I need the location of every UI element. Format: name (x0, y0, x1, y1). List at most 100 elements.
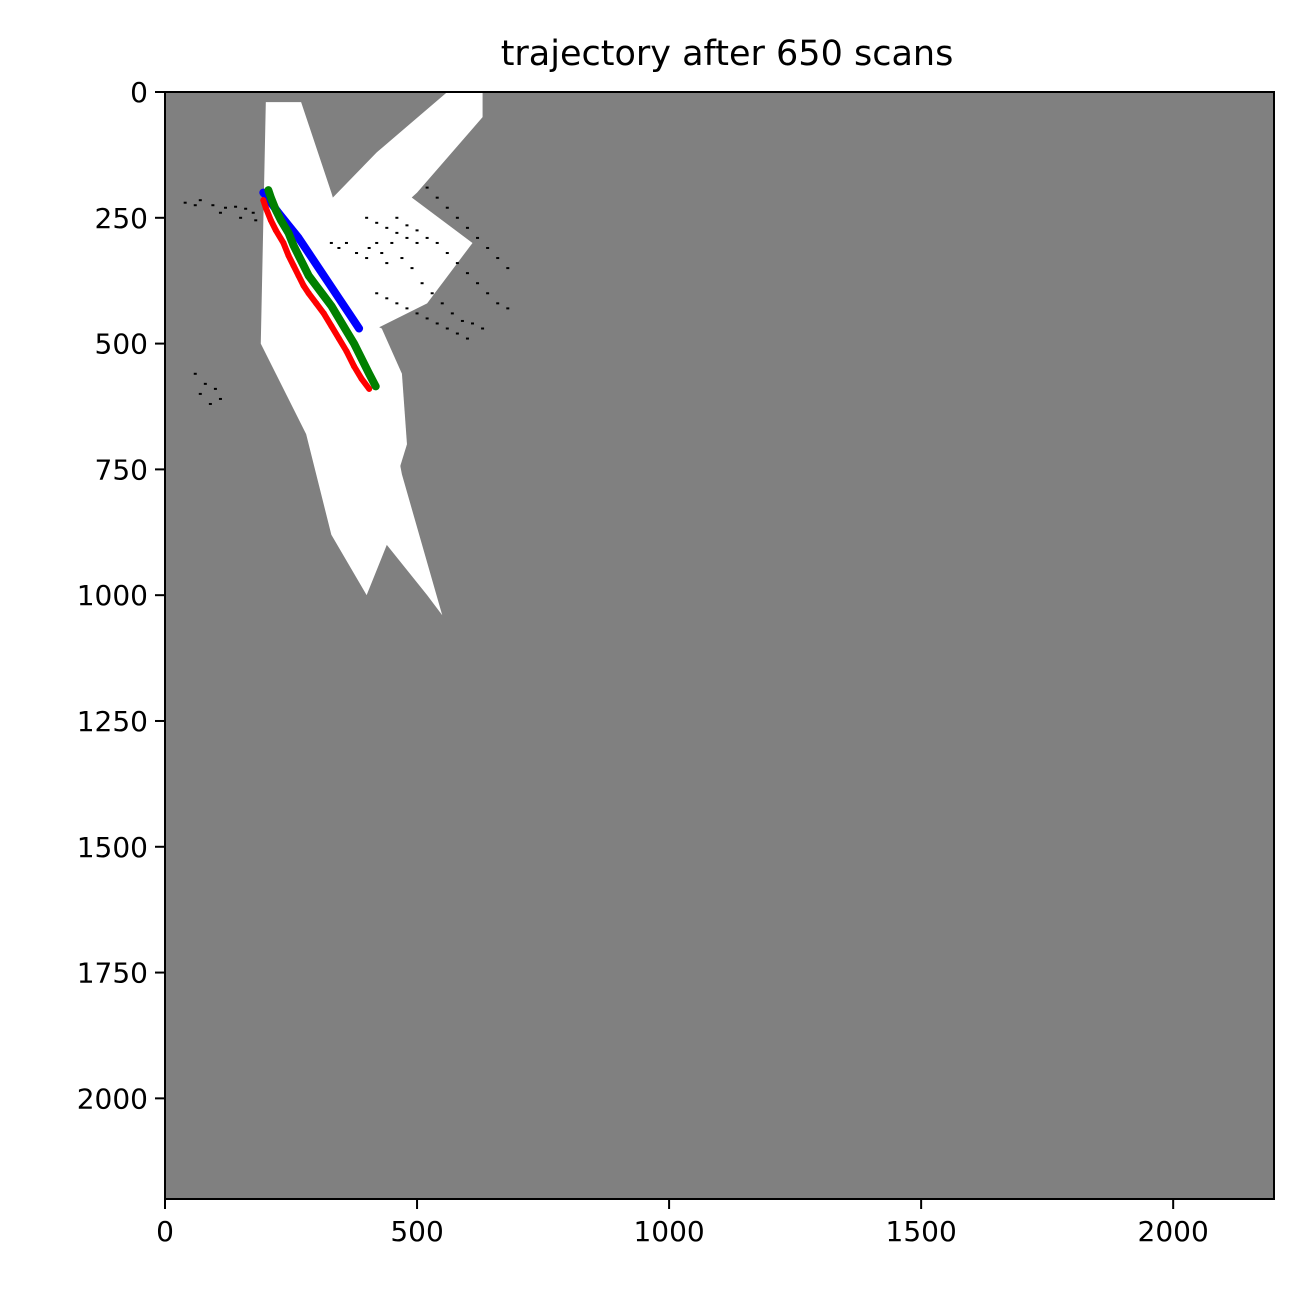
trajectory-point-green (366, 370, 373, 377)
occupied-cell (193, 204, 197, 207)
occupied-cell (367, 246, 371, 249)
occupied-cell (455, 262, 459, 265)
trajectory-point-blue (335, 295, 342, 302)
occupied-cell (375, 241, 379, 244)
occupied-cell (355, 252, 359, 255)
trajectory-point-blue (345, 310, 352, 317)
trajectory-point-red (366, 385, 373, 392)
occupied-cell (223, 206, 227, 209)
y-axis: 0 250 500 750 1000 1250 1500 1750 2000 (77, 76, 165, 1115)
occupied-cell (496, 257, 500, 260)
occupied-cell (506, 307, 510, 310)
plot-frame (164, 91, 1275, 1200)
occupied-cell (385, 297, 389, 300)
trajectory-point-red (335, 335, 342, 342)
x-tick-label: 0 (156, 1215, 174, 1248)
occupied-cell (445, 327, 449, 330)
occupied-cell (365, 257, 369, 260)
y-tick-label: 1250 (77, 705, 148, 738)
trajectory-point-blue (356, 325, 363, 332)
occupied-cell (380, 252, 384, 255)
occupied-cell (244, 207, 248, 210)
occupied-cell (390, 241, 394, 244)
trajectory-point-green (290, 242, 297, 249)
trajectory-point-red (280, 239, 287, 246)
plot-area (164, 91, 1275, 1200)
occupied-cell (193, 372, 197, 375)
trajectory-point-red (285, 252, 292, 259)
occupied-cell (218, 397, 222, 400)
occupied-cell (375, 221, 379, 224)
chart-title: trajectory after 650 scans (501, 34, 954, 74)
free-space-region (316, 182, 473, 329)
occupied-cell (445, 206, 449, 209)
trajectory-point-green (313, 282, 320, 289)
y-tick-label: 1500 (77, 831, 148, 864)
y-tick-label: 250 (95, 202, 148, 235)
occupied-cell (375, 292, 379, 295)
trajectory-point-green (335, 315, 342, 322)
occupied-cell (425, 236, 429, 239)
occupied-cell (435, 196, 439, 199)
occupied-cell (455, 332, 459, 335)
trajectory-point-green (277, 217, 284, 224)
trajectory-point-red (260, 197, 267, 204)
trajectory-point-red (358, 375, 365, 382)
occupied-cell (465, 272, 469, 275)
occupied-cell (405, 224, 409, 227)
trajectory-point-red (295, 272, 302, 279)
occupied-cell (506, 267, 510, 270)
x-axis: 0 500 1000 1500 2000 (156, 1199, 1209, 1248)
trajectory-point-red (343, 348, 350, 355)
occupied-cell (365, 216, 369, 219)
occupied-cell (183, 201, 187, 204)
trajectory-point-green (265, 187, 272, 194)
occupied-cell (415, 241, 419, 244)
y-tick-label: 1000 (77, 579, 148, 612)
occupied-cell (450, 312, 454, 315)
trajectory-point-red (272, 227, 279, 234)
trajectory-point-green (328, 302, 335, 309)
occupied-cell (496, 302, 500, 305)
occupied-cell (470, 322, 474, 325)
occupied-cell (405, 307, 409, 310)
trajectory-point-green (272, 207, 279, 214)
trajectory-point-green (267, 194, 274, 201)
y-tick-label: 1750 (77, 957, 148, 990)
trajectory-point-blue (295, 234, 302, 241)
occupied-cell (476, 236, 480, 239)
occupied-cell (211, 204, 215, 207)
occupied-cell (425, 186, 429, 189)
occupied-cell (385, 226, 389, 229)
occupied-cell (486, 292, 490, 295)
occupied-cell (460, 319, 464, 322)
trajectory-point-green (300, 262, 307, 269)
x-tick-label: 1500 (886, 1215, 957, 1248)
occupied-cell (395, 216, 399, 219)
occupied-cell (208, 402, 212, 405)
occupied-cell (337, 246, 341, 249)
occupied-cell (435, 241, 439, 244)
y-tick-label: 0 (130, 76, 148, 109)
occupied-cell (251, 211, 255, 214)
occupied-cell (486, 246, 490, 249)
x-tick-label: 500 (390, 1215, 443, 1248)
occupied-cell (440, 302, 444, 305)
occupied-cell (203, 382, 207, 385)
occupied-cell (395, 231, 399, 234)
occupied-cell (465, 337, 469, 340)
trajectory-point-green (351, 340, 358, 347)
occupied-cell (198, 199, 202, 202)
y-tick-label: 500 (95, 328, 148, 361)
trajectory-point-green (320, 292, 327, 299)
occupied-cell (329, 241, 333, 244)
trajectory-point-red (300, 282, 307, 289)
occupied-cell (405, 236, 409, 239)
trajectory-point-green (372, 383, 379, 390)
trajectory-point-blue (325, 280, 332, 287)
x-tick-label: 2000 (1138, 1215, 1209, 1248)
trajectory-point-red (328, 322, 335, 329)
trajectory-point-blue (315, 265, 322, 272)
occupied-cell (344, 241, 348, 244)
